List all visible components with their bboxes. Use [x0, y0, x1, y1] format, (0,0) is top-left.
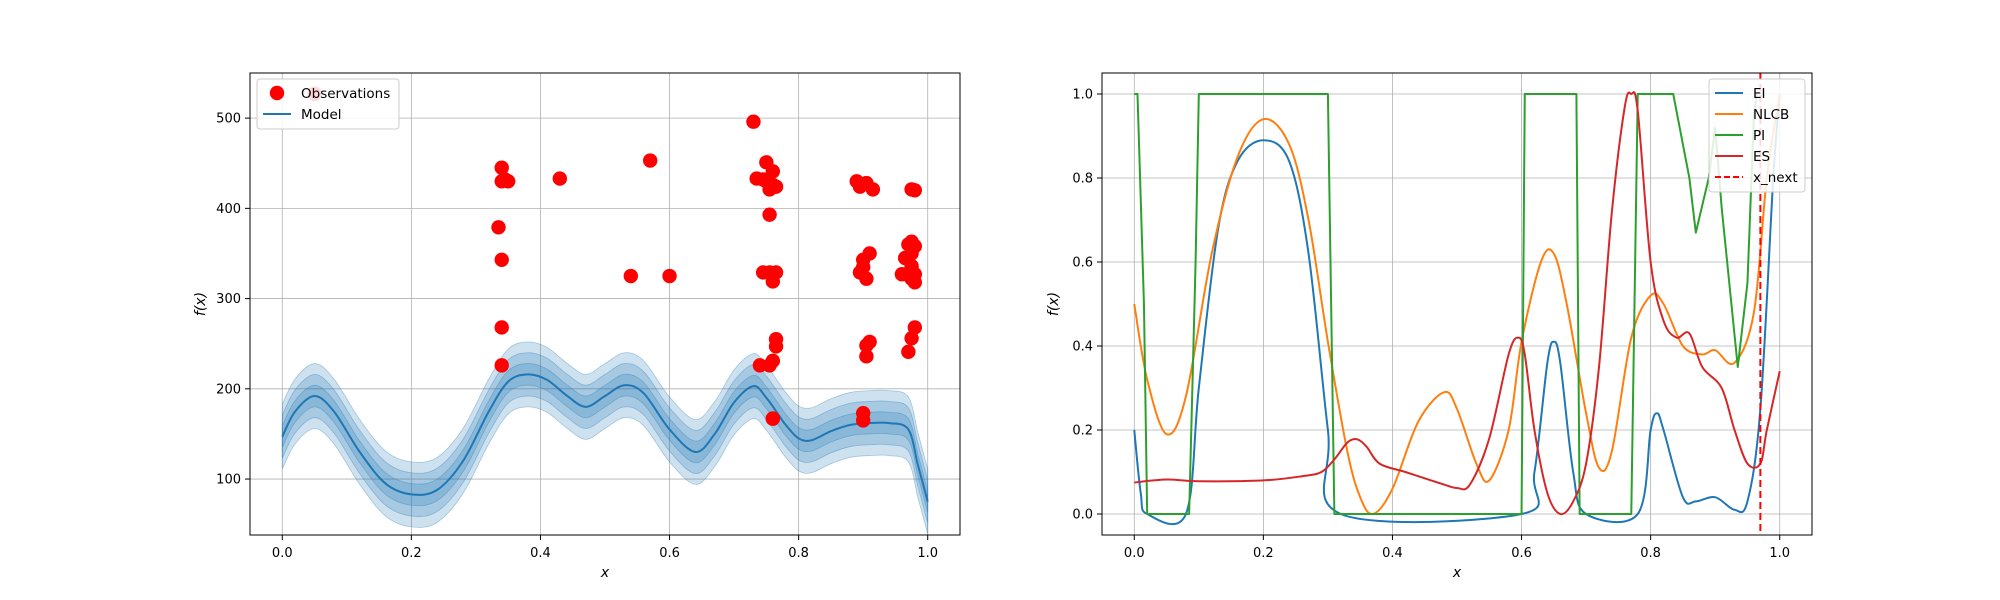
- right-y-tick-label: 0.4: [1072, 340, 1093, 355]
- observation-point: [765, 411, 781, 426]
- legend-label-observations: Observations: [301, 86, 390, 102]
- right-legend: EI NLCB PI ES x_next: [1708, 78, 1806, 193]
- left-x-axis-label: x: [600, 565, 610, 581]
- observation-point: [859, 271, 874, 286]
- observation-point: [907, 275, 923, 290]
- legend-label-x-next: x_next: [1753, 170, 1798, 186]
- observation-point: [494, 160, 509, 175]
- legend-label-nlcb: NLCB: [1753, 107, 1789, 123]
- right-chart-panel: 0.0 0.2 0.4 0.6 0.8 1.0 0.0 0.2 0.4 0.6 0.8 1.0 x f(x…: [1046, 72, 1813, 581]
- right-y-axis-label: f(x): [1046, 292, 1062, 316]
- legend-label-model: Model: [301, 107, 342, 123]
- observation-point: [862, 246, 877, 261]
- left-legend-box: [256, 78, 400, 130]
- observation-point: [662, 268, 677, 284]
- observation-point: [907, 239, 923, 254]
- observation-point: [859, 349, 874, 364]
- right-y-tick-label: 1.0: [1072, 88, 1093, 103]
- observation-point: [765, 353, 781, 369]
- series-line-es: [1134, 91, 1781, 516]
- legend-label-ei: EI: [1753, 86, 1766, 102]
- right-x-tick-label: 0.2: [1253, 546, 1274, 561]
- left-y-axis-label: f(x): [193, 292, 209, 316]
- observation-point: [901, 344, 916, 360]
- left-grid: [250, 73, 960, 535]
- observation-point: [907, 320, 923, 335]
- model-confidence-band: [281, 363, 929, 513]
- observation-point: [746, 114, 761, 129]
- observation-point: [768, 339, 784, 354]
- left-y-tick-label: 200: [216, 382, 241, 397]
- right-y-tick-label: 0.2: [1072, 424, 1093, 439]
- left-y-tick-label: 300: [216, 292, 241, 307]
- left-legend: Observations Model: [256, 78, 400, 130]
- right-legend-box: [1708, 78, 1806, 193]
- left-x-tick-label: 0.8: [788, 546, 809, 561]
- left-x-tick-label: 0.6: [659, 546, 680, 561]
- left-y-tick-label: 400: [216, 202, 241, 217]
- legend-label-es: ES: [1753, 149, 1770, 165]
- observation-point: [642, 153, 658, 168]
- observation-point: [768, 179, 784, 194]
- observation-point: [623, 268, 639, 284]
- observation-point: [491, 220, 506, 235]
- model-line: [281, 373, 929, 502]
- legend-label-pi: PI: [1753, 128, 1765, 144]
- right-y-tick-label: 0.6: [1072, 256, 1093, 271]
- right-x-tick-label: 0.6: [1511, 546, 1532, 561]
- model-confidence-band: [281, 352, 929, 524]
- right-y-tick-label: 0.0: [1072, 508, 1093, 523]
- right-x-tick-label: 0.8: [1640, 546, 1661, 561]
- observation-point: [855, 413, 871, 428]
- legend-marker-observations: [269, 85, 285, 101]
- left-x-tick-label: 0.2: [401, 546, 422, 561]
- observation-point: [552, 171, 568, 186]
- observation-point: [494, 320, 509, 335]
- observation-point: [765, 164, 781, 179]
- left-x-tick-label: 0.4: [530, 546, 551, 561]
- observation-point: [768, 265, 784, 280]
- right-axes-frame: [1101, 72, 1813, 536]
- right-x-axis-label: x: [1452, 565, 1462, 581]
- left-data-layer: [281, 86, 929, 535]
- left-chart-panel: 0.0 0.2 0.4 0.6 0.8 1.0 100 200 300 400 500 x f(x) Ob…: [193, 72, 961, 581]
- right-x-tick-label: 1.0: [1769, 546, 1790, 561]
- observation-point: [762, 207, 777, 222]
- left-x-tick-label: 0.0: [272, 546, 293, 561]
- right-x-tick-label: 0.0: [1124, 546, 1145, 561]
- right-y-tick-label: 0.8: [1072, 172, 1093, 187]
- left-y-tick-label: 500: [216, 112, 241, 127]
- observation-point: [494, 252, 509, 267]
- left-axes-frame: [249, 72, 961, 536]
- observation-point: [862, 334, 877, 350]
- left-y-tick-label: 100: [216, 473, 241, 488]
- series-line-nlcb: [1133, 93, 1781, 516]
- observation-point: [904, 331, 919, 346]
- observation-point: [865, 182, 881, 197]
- left-x-tick-label: 1.0: [917, 546, 938, 561]
- observation-point: [855, 259, 871, 275]
- series-line-pi: [1134, 93, 1759, 515]
- observation-point: [494, 358, 509, 373]
- right-x-tick-label: 0.4: [1382, 546, 1403, 561]
- observation-point: [907, 183, 923, 198]
- observation-point: [500, 174, 516, 189]
